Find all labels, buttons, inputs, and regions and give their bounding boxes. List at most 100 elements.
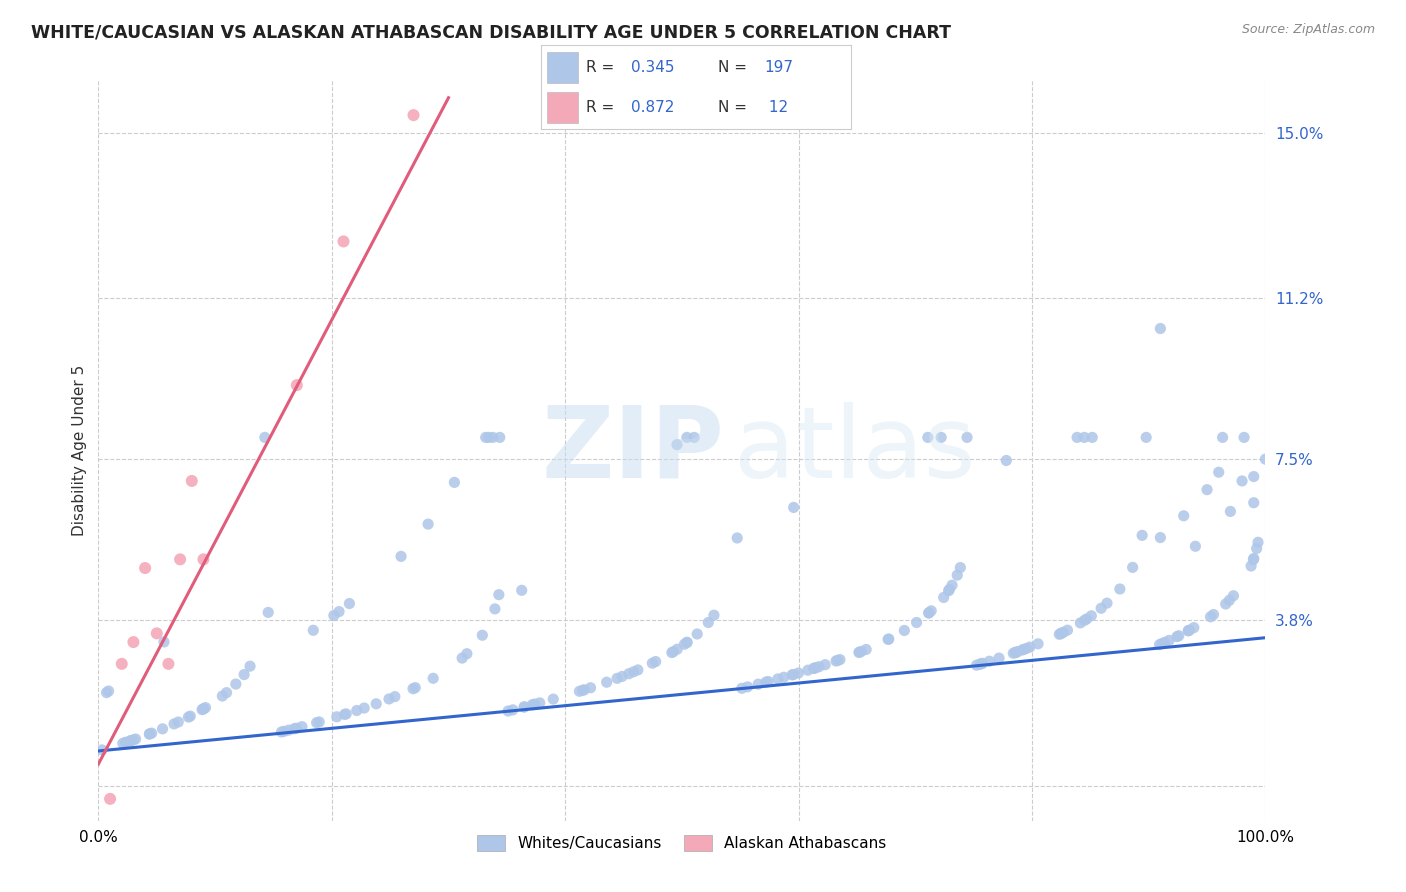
Point (335, 706, 357, 721)
Point (502, 703, 524, 717)
Point (683, 430, 706, 444)
Point (814, 657, 837, 672)
Point (627, 663, 650, 677)
Point (1081, 430, 1104, 444)
Point (851, 644, 873, 658)
Text: N =: N = (717, 60, 751, 75)
Point (353, 701, 375, 715)
Point (848, 645, 870, 659)
Text: 12: 12 (763, 100, 789, 115)
Point (1243, 551, 1265, 566)
Point (1218, 593, 1240, 607)
Point (322, 608, 344, 623)
Text: N =: N = (717, 100, 751, 115)
Text: R =: R = (586, 60, 619, 75)
Point (529, 696, 551, 710)
Point (1182, 621, 1205, 635)
Point (1073, 430, 1095, 444)
Point (513, 700, 536, 714)
Point (932, 591, 955, 605)
FancyBboxPatch shape (547, 92, 578, 122)
Point (949, 560, 972, 574)
Point (163, 717, 186, 731)
Point (1215, 597, 1237, 611)
Point (152, 722, 174, 736)
Text: ZIP: ZIP (541, 402, 724, 499)
Point (1056, 624, 1078, 638)
Point (402, 108, 425, 122)
Point (97, 684, 120, 698)
Point (737, 680, 759, 694)
Point (1047, 627, 1070, 641)
Point (1073, 613, 1095, 627)
Point (496, 704, 519, 718)
Point (782, 500, 804, 515)
Point (797, 663, 820, 677)
Point (661, 646, 683, 660)
Point (193, 552, 215, 566)
Point (1015, 641, 1038, 656)
Point (270, 725, 292, 739)
Point (422, 671, 444, 685)
Point (1069, 615, 1091, 630)
Point (747, 677, 769, 691)
Point (291, 720, 314, 734)
Point (1195, 483, 1218, 497)
Text: Source: ZipAtlas.com: Source: ZipAtlas.com (1241, 23, 1375, 37)
Point (848, 645, 870, 659)
Point (541, 692, 564, 706)
Point (141, 726, 163, 740)
Point (1178, 623, 1201, 637)
Point (1153, 635, 1175, 649)
Point (1066, 430, 1088, 444)
Point (938, 582, 960, 597)
Point (1050, 626, 1073, 640)
Point (572, 682, 595, 697)
Point (122, 732, 145, 747)
Point (1135, 430, 1157, 444)
Legend: Whites/Caucasians, Alaskan Athabascans: Whites/Caucasians, Alaskan Athabascans (471, 830, 893, 857)
Point (488, 430, 510, 444)
Y-axis label: Disability Age Under 5: Disability Age Under 5 (72, 365, 87, 536)
Point (332, 235, 354, 249)
Point (893, 624, 915, 638)
Point (803, 661, 825, 675)
Point (662, 645, 685, 659)
Point (918, 606, 941, 620)
Point (1052, 625, 1074, 640)
Point (484, 602, 506, 616)
Point (1049, 626, 1071, 640)
Point (98, 792, 121, 806)
Point (827, 653, 849, 667)
Point (676, 430, 699, 444)
Point (1240, 559, 1263, 574)
Point (1012, 642, 1035, 657)
Point (1177, 624, 1199, 638)
Point (979, 654, 1001, 668)
Point (510, 583, 533, 598)
Point (191, 703, 214, 717)
Point (478, 430, 501, 444)
Point (595, 675, 617, 690)
Point (828, 652, 851, 666)
Point (167, 714, 190, 729)
Point (1184, 539, 1206, 553)
Point (946, 568, 969, 582)
Point (703, 608, 725, 623)
Point (988, 651, 1011, 665)
Point (114, 735, 136, 749)
Point (211, 689, 233, 703)
Point (138, 727, 160, 741)
Point (389, 549, 412, 564)
Point (804, 661, 827, 675)
Point (443, 475, 465, 490)
Text: 0.345: 0.345 (631, 60, 675, 75)
Text: 197: 197 (763, 60, 793, 75)
Point (122, 635, 145, 649)
Point (120, 734, 142, 748)
Point (617, 666, 640, 681)
Point (169, 552, 191, 566)
Point (905, 615, 928, 630)
Point (378, 692, 401, 706)
Point (326, 710, 349, 724)
